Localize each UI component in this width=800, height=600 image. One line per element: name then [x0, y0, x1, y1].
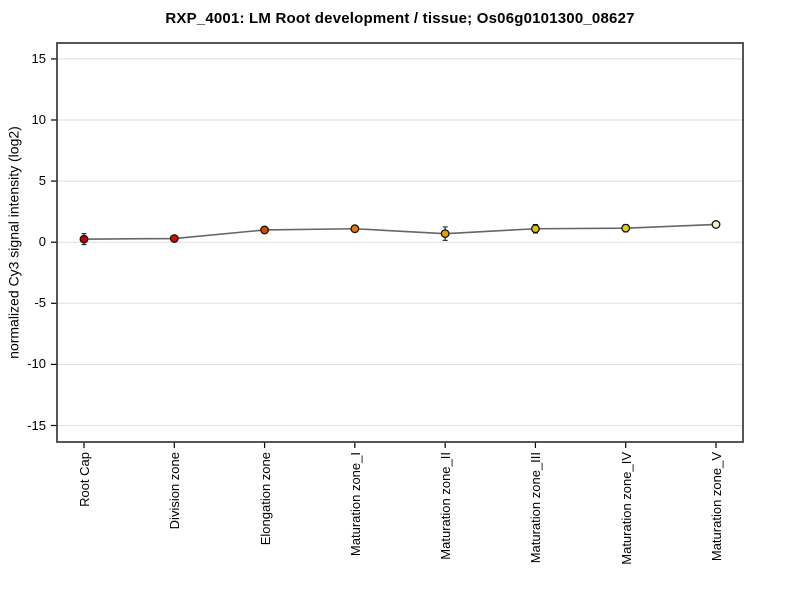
y-tick-label: -5 — [34, 295, 46, 311]
data-line — [83, 223, 717, 240]
y-tick-label: -15 — [27, 417, 46, 433]
data-point — [440, 229, 450, 239]
y-tick-label: 0 — [38, 234, 46, 250]
x-tick-label: Maturation zone_II — [438, 452, 454, 560]
x-tick-label: Maturation zone_V — [709, 452, 724, 562]
data-point — [79, 234, 89, 244]
y-tick-label: 10 — [31, 111, 46, 127]
y-tick-label: -10 — [27, 356, 46, 372]
x-tick-label: Maturation zone_IV — [618, 452, 634, 565]
x-tick-label: Elongation zone — [257, 452, 273, 546]
y-tick-label: 5 — [38, 173, 46, 189]
chart-title: RXP_4001: LM Root development / tissue; … — [165, 10, 635, 27]
data-point — [350, 224, 360, 234]
data-point — [260, 225, 270, 235]
data-point — [711, 220, 721, 229]
plot-frame — [56, 42, 744, 443]
data-point — [169, 234, 179, 243]
data-point — [621, 223, 631, 233]
x-tick-label: Maturation zone_I — [347, 452, 363, 557]
data-point — [530, 224, 540, 234]
y-tick-label: 15 — [31, 50, 46, 66]
x-tick-label: Maturation zone_III — [528, 452, 544, 564]
x-tick-label: Root Cap — [77, 452, 92, 507]
x-tick-label: Division zone — [167, 452, 183, 530]
